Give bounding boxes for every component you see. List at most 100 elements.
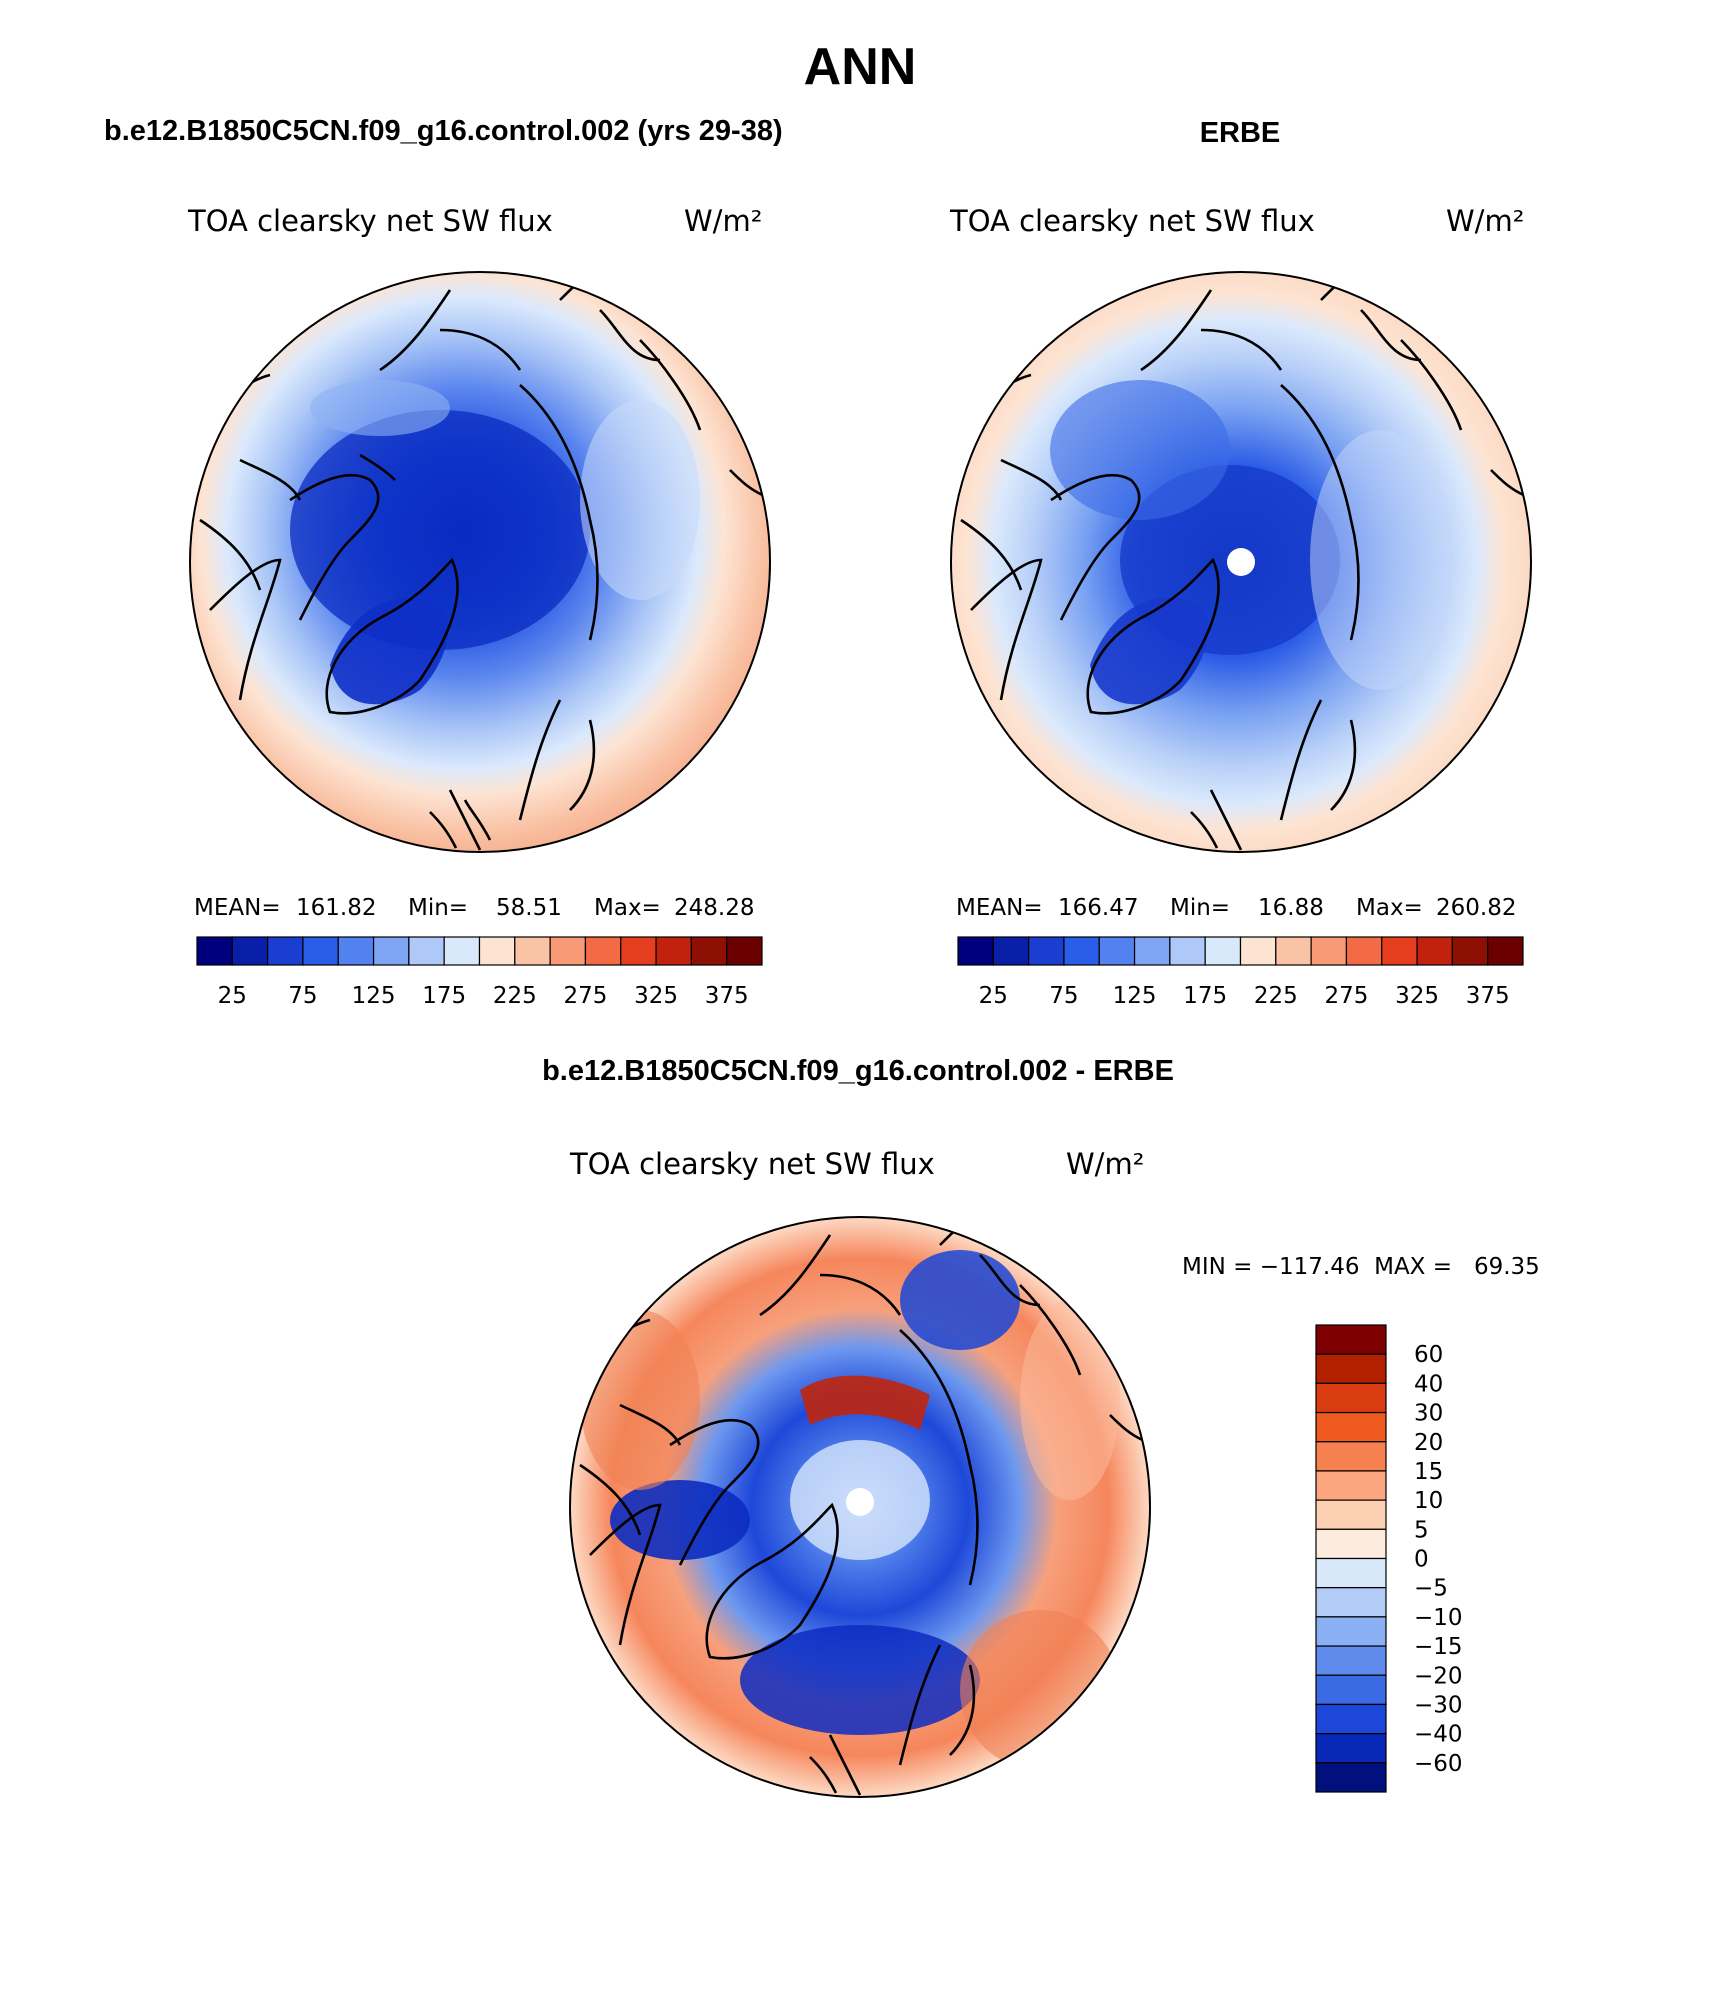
model-colorbar-swatch xyxy=(478,936,516,966)
obs-max-value: 260.82 xyxy=(1436,895,1516,921)
obs-max-label: Max= xyxy=(1356,895,1423,921)
obs-colorbar-tick-label: 75 xyxy=(1049,983,1078,1009)
obs-variable-label: TOA clearsky net SW flux xyxy=(949,204,1315,238)
model-colorbar-tick-label: 75 xyxy=(288,983,317,1009)
diff-colorbar-tick-label: 0 xyxy=(1414,1547,1429,1573)
diff-colorbar-tick-label: 40 xyxy=(1414,1371,1443,1397)
diff-colorbar-tick-label: −40 xyxy=(1414,1722,1463,1748)
diff-colorbar-swatch xyxy=(1315,1587,1387,1618)
model-colorbar-swatch xyxy=(231,936,269,966)
diff-colorbar-swatch xyxy=(1315,1528,1387,1560)
obs-colorbar-swatch xyxy=(1275,936,1312,966)
model-case-label: b.e12.B1850C5CN.f09_g16.control.002 (yrs… xyxy=(104,115,783,147)
diff-colorbar-tick-label: −15 xyxy=(1414,1634,1463,1660)
obs-colorbar-tick-label: 125 xyxy=(1113,983,1157,1009)
obs-colorbar-tick-label: 325 xyxy=(1395,983,1439,1009)
obs-colorbar-swatch xyxy=(1204,936,1242,966)
obs-polar-map xyxy=(950,271,1532,853)
model-max-value: 248.28 xyxy=(674,895,754,921)
obs-case-label: ERBE xyxy=(1200,117,1281,149)
diff-polar-map xyxy=(569,1216,1151,1798)
diff-colorbar-tick-label: −5 xyxy=(1414,1576,1448,1602)
obs-colorbar-swatch xyxy=(1133,936,1171,966)
model-mean-value: 161.82 xyxy=(296,895,376,921)
obs-colorbar-swatch xyxy=(1169,936,1206,966)
diff-colorbar-swatch xyxy=(1315,1499,1387,1530)
diff-colorbar-swatch xyxy=(1315,1382,1387,1414)
model-colorbar-swatch xyxy=(443,936,481,966)
diff-colorbar-swatch xyxy=(1315,1703,1387,1735)
obs-mean-value: 166.47 xyxy=(1058,895,1138,921)
model-colorbar-swatch xyxy=(196,936,233,966)
model-polar-map xyxy=(189,271,771,853)
obs-colorbar-tick-label: 375 xyxy=(1466,983,1510,1009)
obs-colorbar-swatch xyxy=(1381,936,1418,966)
diff-colorbar-tick-label: −10 xyxy=(1414,1605,1463,1631)
diff-colorbar-tick-label: 10 xyxy=(1414,1488,1443,1514)
obs-min-label: Min= xyxy=(1170,895,1230,921)
diff-colorbar-tick-label: 30 xyxy=(1414,1401,1443,1427)
diff-colorbar-tick-label: 60 xyxy=(1414,1342,1443,1368)
model-colorbar-swatch xyxy=(549,936,587,966)
model-colorbar-swatch xyxy=(726,936,763,966)
diff-colorbar-tick-label: −30 xyxy=(1414,1692,1463,1718)
obs-colorbar-swatch xyxy=(992,936,1030,966)
model-colorbar-swatch xyxy=(690,936,728,966)
obs-colorbar-swatch xyxy=(1063,936,1100,966)
model-colorbar-swatch xyxy=(372,936,410,966)
model-colorbar-swatch xyxy=(408,936,445,966)
model-colorbar-swatch xyxy=(302,936,339,966)
obs-colorbar-swatch xyxy=(957,936,994,966)
obs-colorbar-tick-label: 25 xyxy=(979,983,1008,1009)
obs-colorbar-swatch xyxy=(1310,936,1348,966)
diff-colorbar-swatch xyxy=(1315,1762,1387,1793)
diff-colorbar-swatch xyxy=(1315,1411,1387,1443)
model-colorbar-swatch xyxy=(337,936,375,966)
model-colorbar-tick-label: 275 xyxy=(563,983,607,1009)
obs-colorbar-swatch xyxy=(1098,936,1136,966)
diff-colorbar-tick-label: 15 xyxy=(1414,1459,1443,1485)
obs-min-value: 16.88 xyxy=(1258,895,1324,921)
model-colorbar-swatch xyxy=(620,936,657,966)
diff-variable-label: TOA clearsky net SW flux xyxy=(569,1147,935,1181)
model-colorbar-swatch xyxy=(655,936,692,966)
diff-colorbar-swatch xyxy=(1315,1441,1387,1472)
obs-units-label: W/m² xyxy=(1446,204,1524,238)
model-colorbar-swatch xyxy=(514,936,551,966)
obs-colorbar-swatch xyxy=(1487,936,1524,966)
diff-colorbar-swatch xyxy=(1315,1557,1387,1589)
model-colorbar-tick-label: 125 xyxy=(352,983,396,1009)
diff-units-label: W/m² xyxy=(1066,1147,1144,1181)
model-colorbar-tick-label: 325 xyxy=(634,983,678,1009)
diff-colorbar-tick-label: −60 xyxy=(1414,1751,1463,1777)
diff-case-label: b.e12.B1850C5CN.f09_g16.control.002 - ER… xyxy=(542,1055,1174,1087)
model-units-label: W/m² xyxy=(684,204,762,238)
model-colorbar-tick-label: 375 xyxy=(705,983,749,1009)
diff-colorbar-tick-label: 20 xyxy=(1414,1430,1443,1456)
model-colorbar-tick-label: 175 xyxy=(422,983,466,1009)
model-max-label: Max= xyxy=(594,895,661,921)
diff-colorbar-swatch xyxy=(1315,1470,1387,1501)
obs-colorbar: 25 75 125 175 225 275 325 375 xyxy=(957,936,1524,1009)
obs-colorbar-swatch xyxy=(1451,936,1489,966)
model-mean-label: MEAN= xyxy=(194,895,281,921)
diff-colorbar-swatch xyxy=(1315,1645,1387,1676)
obs-colorbar-swatch xyxy=(1345,936,1383,966)
diff-colorbar: 60 40 30 20 15 10 5 0 −5 −10 −15 −20 −30 −40 −60 xyxy=(1315,1324,1463,1793)
model-min-label: Min= xyxy=(408,895,468,921)
model-colorbar-swatch xyxy=(584,936,622,966)
obs-colorbar-swatch xyxy=(1416,936,1453,966)
obs-colorbar-tick-label: 225 xyxy=(1254,983,1298,1009)
diff-colorbar-swatch xyxy=(1315,1616,1387,1647)
obs-mean-label: MEAN= xyxy=(956,895,1043,921)
figure-title: ANN xyxy=(804,38,917,96)
obs-colorbar-swatch xyxy=(1239,936,1277,966)
model-colorbar-swatch xyxy=(267,936,304,966)
diff-stats: MIN = −117.46 MAX = 69.35 xyxy=(1182,1254,1540,1280)
diff-colorbar-swatch xyxy=(1315,1324,1387,1355)
model-colorbar: 25 75 125 175 225 275 325 375 xyxy=(196,936,763,1009)
obs-colorbar-tick-label: 175 xyxy=(1183,983,1227,1009)
model-colorbar-tick-label: 225 xyxy=(493,983,537,1009)
model-colorbar-tick-label: 25 xyxy=(218,983,247,1009)
